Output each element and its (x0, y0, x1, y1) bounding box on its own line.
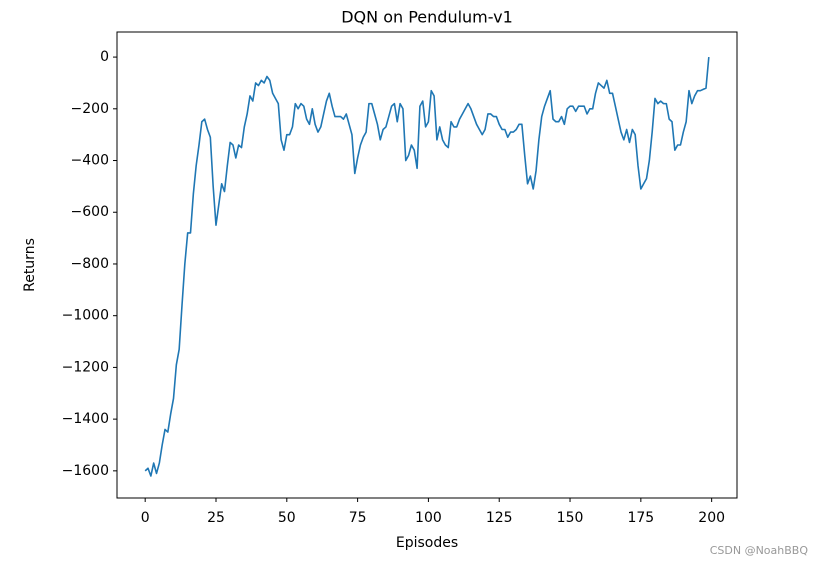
x-tick-label: 100 (415, 510, 442, 526)
y-tick-label: 0 (100, 49, 109, 65)
y-tick-label: −1600 (62, 463, 109, 479)
y-tick-label: −1400 (62, 411, 109, 427)
y-tick-label: −1000 (62, 308, 109, 324)
watermark: CSDN @NoahBBQ (710, 544, 809, 557)
y-tick-label: −1200 (62, 359, 109, 375)
x-tick-label: 50 (278, 510, 296, 526)
x-tick-label: 175 (627, 510, 654, 526)
x-tick-label: 125 (486, 510, 513, 526)
x-tick-label: 75 (349, 510, 367, 526)
x-tick-label: 0 (141, 510, 150, 526)
plot-frame (116, 31, 738, 499)
x-tick-label: 200 (698, 510, 725, 526)
y-tick-label: −800 (71, 256, 109, 272)
y-axis-label: Returns (22, 238, 38, 292)
y-tick-label: −400 (71, 153, 109, 169)
y-tick-label: −600 (71, 204, 109, 220)
y-tick-label: −200 (71, 101, 109, 117)
x-axis-label: Episodes (396, 535, 458, 551)
chart-title: DQN on Pendulum-v1 (341, 8, 513, 27)
x-tick-label: 25 (207, 510, 225, 526)
x-tick-label: 150 (557, 510, 584, 526)
line-series (144, 57, 710, 477)
